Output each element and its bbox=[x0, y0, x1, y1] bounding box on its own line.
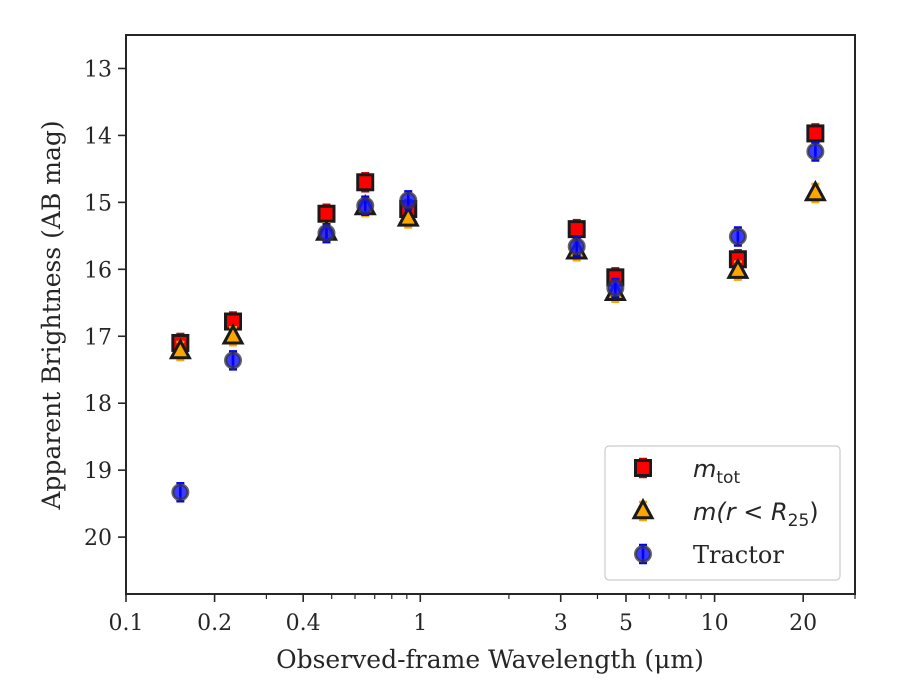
mtot-point bbox=[317, 204, 336, 223]
mr25-point bbox=[396, 205, 420, 227]
x-axis: 0.1 0.2 0.4 1 3 5 10 20 bbox=[109, 594, 856, 636]
legend-label-m-tot: mtot bbox=[693, 455, 740, 488]
x-tick-label: 3 bbox=[554, 611, 568, 636]
y-axis: 13 14 15 16 17 18 19 20 bbox=[84, 57, 126, 551]
y-tick-label: 19 bbox=[84, 459, 112, 484]
mr25-point bbox=[726, 257, 750, 279]
y-tick-label: 14 bbox=[84, 124, 112, 149]
x-tick-label: 0.4 bbox=[286, 611, 321, 636]
legend-label-m-tot-main: m bbox=[693, 455, 716, 483]
x-axis-label: Observed-frame Wavelength (μm) bbox=[276, 645, 704, 674]
mr25-point bbox=[803, 179, 827, 202]
legend-label-tractor: Tractor bbox=[693, 541, 784, 569]
legend-label-m-tot-sub: tot bbox=[716, 468, 740, 488]
y-tick-label: 15 bbox=[84, 191, 112, 216]
legend-marker-square bbox=[634, 459, 652, 477]
y-tick-label: 16 bbox=[84, 258, 112, 283]
legend-box bbox=[604, 445, 841, 581]
x-tick-label: 0.1 bbox=[109, 611, 144, 636]
legend-markers bbox=[631, 457, 655, 565]
legend-label-m-r25-sub: 25 bbox=[788, 511, 810, 531]
y-tick-label: 20 bbox=[84, 526, 112, 551]
legend-label-m-r25-main: m(r < R bbox=[693, 498, 788, 526]
legend-label-m-r25: m(r < R25) bbox=[693, 498, 819, 531]
mtot-point bbox=[806, 124, 825, 143]
x-tick-label: 0.2 bbox=[197, 611, 232, 636]
y-tick-label: 13 bbox=[84, 57, 112, 82]
y-tick-label: 18 bbox=[84, 392, 112, 417]
mr25-point bbox=[168, 337, 192, 360]
x-tick-label: 10 bbox=[701, 611, 729, 636]
x-tick-label: 5 bbox=[619, 611, 633, 636]
legend-label-m-r25-close: ) bbox=[809, 498, 818, 526]
y-tick-label: 17 bbox=[84, 325, 112, 350]
series-circle bbox=[171, 141, 825, 503]
x-tick-label: 1 bbox=[413, 611, 427, 636]
mr25-point bbox=[221, 323, 245, 345]
data-series-layer bbox=[168, 123, 827, 503]
legend: mtot m(r < R25) Tractor bbox=[604, 445, 841, 581]
y-axis-label: Apparent Brightness (AB mag) bbox=[37, 120, 66, 510]
x-tick-label: 20 bbox=[789, 611, 817, 636]
mtot-point bbox=[567, 220, 586, 239]
legend-marker-triangle bbox=[631, 497, 655, 520]
mtot-point bbox=[356, 173, 375, 192]
